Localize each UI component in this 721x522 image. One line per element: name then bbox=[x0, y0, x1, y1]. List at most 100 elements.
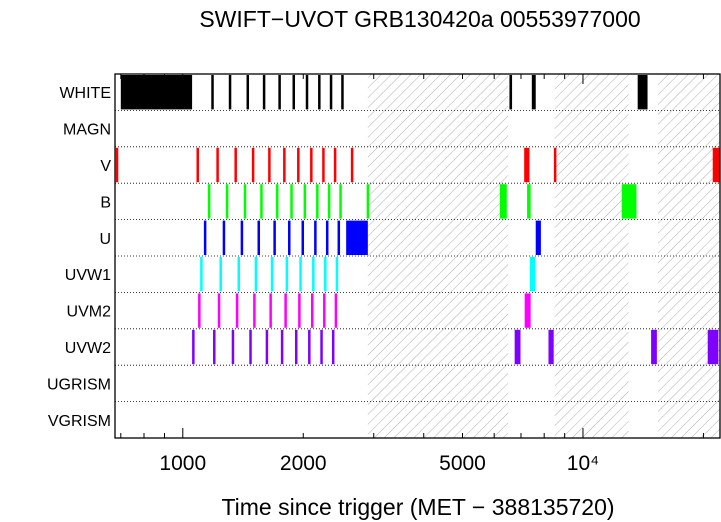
bar-uvw1-9 bbox=[335, 257, 339, 292]
bar-white-6 bbox=[292, 75, 296, 110]
bar-v-8 bbox=[310, 147, 313, 183]
x-tick-label-2: 5000 bbox=[439, 452, 486, 475]
bar-v-7 bbox=[297, 147, 300, 183]
bar-uvm2-9 bbox=[334, 293, 338, 328]
x-axis-ticks: 1000 2000 5000 10⁴ bbox=[120, 74, 704, 475]
bar-uvm2-6 bbox=[298, 293, 301, 328]
bar-v-1 bbox=[196, 147, 199, 183]
bar-uvm2-1 bbox=[217, 293, 221, 328]
bar-v-11 bbox=[350, 147, 354, 183]
x-tick-label-3: 10⁴ bbox=[567, 452, 599, 475]
bar-v-3 bbox=[234, 147, 237, 183]
bar-uvw2-11 bbox=[548, 329, 554, 365]
bar-u-7 bbox=[314, 220, 317, 255]
bar-v-4 bbox=[251, 147, 255, 183]
bar-uvw2-0 bbox=[192, 329, 195, 365]
bar-uvw1-4 bbox=[270, 257, 274, 292]
bar-uvm2-7 bbox=[310, 293, 314, 328]
bar-uvw2-3 bbox=[249, 329, 252, 365]
bar-uvw1-10 bbox=[529, 257, 536, 292]
bar-uvw1-6 bbox=[299, 257, 302, 292]
bar-b-3 bbox=[260, 184, 263, 219]
bar-b-7 bbox=[316, 184, 319, 219]
bar-v-10 bbox=[333, 147, 337, 183]
bar-u-6 bbox=[301, 220, 305, 255]
bar-white-0 bbox=[120, 75, 193, 110]
bar-uvm2-0 bbox=[198, 293, 201, 328]
bar-u-11 bbox=[535, 220, 541, 255]
bar-uvm2-4 bbox=[269, 293, 272, 328]
bar-uvw2-8 bbox=[320, 329, 323, 365]
bar-v-2 bbox=[216, 147, 219, 183]
bar-b-8 bbox=[327, 184, 331, 219]
row-label-vgrism: VGRISM bbox=[48, 413, 111, 430]
bar-uvm2-10 bbox=[524, 293, 531, 328]
row-label-magn: MAGN bbox=[63, 122, 111, 139]
bar-b-1 bbox=[225, 184, 229, 219]
bar-u-3 bbox=[257, 220, 260, 255]
bar-white-5 bbox=[278, 75, 281, 110]
bar-v-12 bbox=[524, 147, 530, 183]
bar-u-4 bbox=[273, 220, 276, 255]
bar-uvw2-6 bbox=[294, 329, 298, 365]
bar-b-4 bbox=[275, 184, 279, 219]
bar-uvw1-3 bbox=[254, 257, 258, 292]
bar-b-5 bbox=[290, 184, 293, 219]
bar-white-7 bbox=[305, 75, 309, 110]
bar-uvw1-7 bbox=[312, 257, 315, 292]
bar-uvm2-5 bbox=[284, 293, 287, 328]
bar-white-4 bbox=[262, 75, 266, 110]
plot-frame bbox=[114, 73, 721, 439]
bar-b-10 bbox=[366, 184, 370, 219]
bar-v-9 bbox=[322, 147, 325, 183]
bar-uvw1-8 bbox=[324, 257, 327, 292]
bar-uvw2-12 bbox=[651, 329, 657, 365]
bar-uvw2-2 bbox=[231, 329, 235, 365]
bar-v-13 bbox=[553, 147, 557, 183]
bar-uvw2-4 bbox=[265, 329, 269, 365]
bar-u-9 bbox=[337, 220, 341, 255]
bar-white-13 bbox=[637, 75, 648, 110]
row-label-uvw1: UVW1 bbox=[65, 267, 111, 284]
row-label-white: WHITE bbox=[59, 85, 111, 102]
row-label-uvm2: UVM2 bbox=[67, 304, 112, 321]
bar-b-9 bbox=[339, 184, 342, 219]
bar-white-10 bbox=[341, 75, 344, 110]
bar-white-12 bbox=[531, 75, 536, 110]
bar-uvm2-2 bbox=[235, 293, 239, 328]
bar-white-1 bbox=[211, 75, 214, 110]
bar-v-5 bbox=[268, 147, 271, 183]
bar-uvw2-5 bbox=[280, 329, 284, 365]
bar-uvw1-1 bbox=[219, 257, 222, 292]
filter-rows: WHITE MAGN V B U UVW1 UVM2 UVW2 UGRISM VGRISM bbox=[47, 85, 720, 430]
row-label-b: B bbox=[100, 194, 111, 211]
bar-white-2 bbox=[228, 75, 232, 110]
bar-uvw1-0 bbox=[200, 257, 203, 292]
bar-b-12 bbox=[527, 184, 531, 219]
bar-u-2 bbox=[240, 220, 244, 255]
bar-uvw1-2 bbox=[237, 257, 241, 292]
bar-u-5 bbox=[288, 220, 291, 255]
bar-b-6 bbox=[303, 184, 307, 219]
bar-white-11 bbox=[509, 75, 513, 110]
bar-u-8 bbox=[325, 220, 329, 255]
row-label-v: V bbox=[100, 158, 111, 175]
bar-white-8 bbox=[318, 75, 321, 110]
bar-white-3 bbox=[246, 75, 250, 110]
bar-uvm2-8 bbox=[323, 293, 326, 328]
bar-uvw2-13 bbox=[707, 329, 719, 365]
bar-u-0 bbox=[203, 220, 207, 255]
bar-uvw1-5 bbox=[285, 257, 289, 292]
bar-uvw2-7 bbox=[308, 329, 311, 365]
bar-u-10 bbox=[346, 220, 368, 255]
bar-v-6 bbox=[283, 147, 286, 183]
exposure-bars bbox=[115, 75, 720, 365]
x-tick-label-1: 2000 bbox=[280, 452, 327, 475]
bar-u-1 bbox=[222, 220, 226, 255]
bar-v-0 bbox=[115, 147, 119, 183]
bar-uvm2-3 bbox=[253, 293, 256, 328]
chart-title: SWIFT−UVOT GRB130420a 00553977000 bbox=[199, 6, 640, 32]
row-label-uvw2: UVW2 bbox=[65, 340, 111, 357]
row-label-u: U bbox=[99, 231, 111, 248]
